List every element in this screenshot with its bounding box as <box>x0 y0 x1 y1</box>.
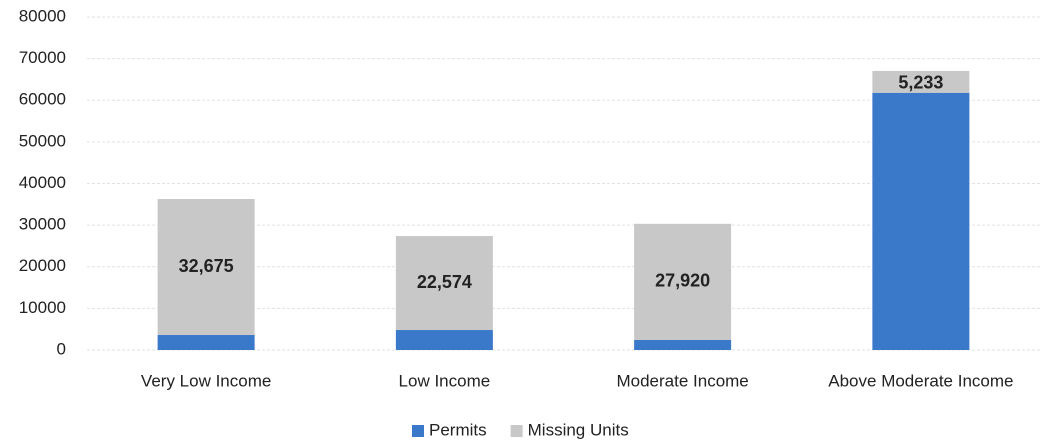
bar-segment <box>395 236 493 331</box>
y-tick-label: 60000 <box>19 90 66 109</box>
data-label: 32,675 <box>179 256 234 276</box>
x-tick-label: Very Low Income <box>141 371 271 390</box>
legend-label: Permits <box>429 420 487 439</box>
legend-swatch <box>412 425 424 437</box>
y-tick-label: 50000 <box>19 131 66 150</box>
y-tick-label: 40000 <box>19 173 66 192</box>
x-tick-label: Moderate Income <box>616 371 748 390</box>
y-tick-label: 70000 <box>19 48 66 67</box>
bar-segment <box>872 70 970 93</box>
y-tick-label: 20000 <box>19 256 66 275</box>
legend-label: Missing Units <box>528 420 629 439</box>
data-label: 5,233 <box>898 73 943 93</box>
x-tick-label: Above Moderate Income <box>828 371 1013 390</box>
data-label: 27,920 <box>655 271 710 291</box>
bar-segment <box>872 92 970 350</box>
y-tick-label: 80000 <box>19 6 66 25</box>
bar-segment <box>634 340 732 350</box>
data-label: 22,574 <box>417 272 472 292</box>
y-tick-label: 0 <box>57 339 66 358</box>
bar-segment <box>395 330 493 350</box>
bar-segment <box>157 199 255 336</box>
bar-segment <box>634 223 732 341</box>
y-tick-label: 30000 <box>19 215 66 234</box>
y-tick-label: 10000 <box>19 298 66 317</box>
legend-swatch <box>510 425 523 437</box>
bar-segment <box>157 335 255 350</box>
x-tick-label: Low Income <box>399 371 491 390</box>
